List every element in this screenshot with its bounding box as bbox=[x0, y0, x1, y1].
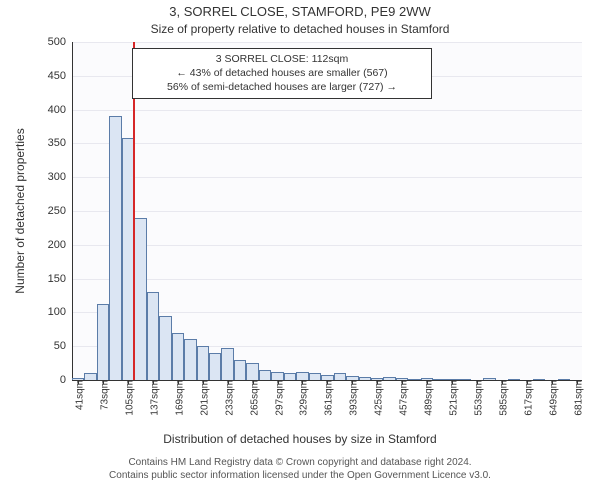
y-axis-label: Number of detached properties bbox=[13, 128, 27, 293]
histogram-bar bbox=[147, 292, 159, 380]
x-tick-label: 201sqm bbox=[195, 380, 210, 416]
license-line-1: Contains HM Land Registry data © Crown c… bbox=[0, 456, 600, 469]
histogram-bar bbox=[134, 218, 146, 380]
chart-title: 3, SORREL CLOSE, STAMFORD, PE9 2WW bbox=[0, 4, 600, 19]
histogram-bar bbox=[159, 316, 171, 380]
y-tick-label: 100 bbox=[48, 306, 72, 318]
x-tick-label: 169sqm bbox=[170, 380, 185, 416]
x-tick-label: 361sqm bbox=[320, 380, 335, 416]
histogram-bar bbox=[296, 372, 308, 380]
x-tick-mark bbox=[552, 380, 553, 384]
histogram-bar bbox=[284, 373, 296, 380]
chart-container: { "title": "3, SORREL CLOSE, STAMFORD, P… bbox=[0, 0, 600, 500]
x-tick-label: 585sqm bbox=[494, 380, 509, 416]
histogram-bar bbox=[172, 333, 184, 380]
x-tick-label: 137sqm bbox=[145, 380, 160, 416]
license-text: Contains HM Land Registry data © Crown c… bbox=[0, 456, 600, 482]
info-box: 3 SORREL CLOSE: 112sqm ← 43% of detached… bbox=[132, 48, 432, 99]
x-tick-mark bbox=[128, 380, 129, 384]
y-gridline bbox=[72, 279, 582, 280]
histogram-bar bbox=[259, 370, 271, 380]
histogram-bar bbox=[246, 363, 258, 380]
info-line-1: 3 SORREL CLOSE: 112sqm bbox=[139, 52, 425, 66]
x-tick-mark bbox=[228, 380, 229, 384]
license-line-2: Contains public sector information licen… bbox=[0, 469, 600, 482]
x-tick-label: 425sqm bbox=[370, 380, 385, 416]
x-tick-mark bbox=[452, 380, 453, 384]
y-tick-label: 300 bbox=[48, 171, 72, 183]
y-tick-label: 50 bbox=[54, 340, 72, 352]
x-tick-mark bbox=[327, 380, 328, 384]
histogram-bar bbox=[97, 304, 109, 380]
x-tick-mark bbox=[502, 380, 503, 384]
x-tick-mark bbox=[577, 380, 578, 384]
histogram-bar bbox=[271, 372, 283, 380]
x-tick-mark bbox=[352, 380, 353, 384]
x-tick-mark bbox=[78, 380, 79, 384]
x-tick-mark bbox=[427, 380, 428, 384]
y-gridline bbox=[72, 42, 582, 43]
y-tick-label: 500 bbox=[48, 36, 72, 48]
y-gridline bbox=[72, 143, 582, 144]
histogram-bar bbox=[209, 353, 221, 380]
y-tick-label: 150 bbox=[48, 273, 72, 285]
x-tick-mark bbox=[402, 380, 403, 384]
x-axis-label: Distribution of detached houses by size … bbox=[0, 432, 600, 446]
histogram-bar bbox=[558, 379, 570, 380]
x-tick-mark bbox=[477, 380, 478, 384]
y-axis-line bbox=[72, 42, 73, 380]
histogram-bar bbox=[184, 339, 196, 380]
info-line-2: ← 43% of detached houses are smaller (56… bbox=[139, 66, 425, 80]
y-gridline bbox=[72, 177, 582, 178]
x-tick-mark bbox=[527, 380, 528, 384]
info-line-3: 56% of semi-detached houses are larger (… bbox=[139, 80, 425, 94]
x-tick-mark bbox=[302, 380, 303, 384]
x-tick-label: 617sqm bbox=[519, 380, 534, 416]
histogram-bar bbox=[84, 373, 96, 380]
x-tick-mark bbox=[203, 380, 204, 384]
x-tick-mark bbox=[153, 380, 154, 384]
x-tick-mark bbox=[253, 380, 254, 384]
histogram-bar bbox=[197, 346, 209, 380]
y-tick-label: 250 bbox=[48, 205, 72, 217]
x-tick-label: 233sqm bbox=[220, 380, 235, 416]
x-tick-mark bbox=[178, 380, 179, 384]
x-tick-label: 393sqm bbox=[345, 380, 360, 416]
y-tick-label: 350 bbox=[48, 137, 72, 149]
y-tick-label: 200 bbox=[48, 239, 72, 251]
chart-subtitle: Size of property relative to detached ho… bbox=[0, 22, 600, 36]
x-tick-mark bbox=[278, 380, 279, 384]
y-gridline bbox=[72, 245, 582, 246]
x-tick-label: 73sqm bbox=[96, 380, 111, 410]
x-tick-label: 329sqm bbox=[295, 380, 310, 416]
x-tick-label: 649sqm bbox=[544, 380, 559, 416]
x-tick-label: 681sqm bbox=[569, 380, 584, 416]
x-tick-mark bbox=[103, 380, 104, 384]
x-tick-label: 265sqm bbox=[245, 380, 260, 416]
x-tick-label: 457sqm bbox=[395, 380, 410, 416]
y-gridline bbox=[72, 110, 582, 111]
histogram-bar bbox=[234, 360, 246, 380]
histogram-bar bbox=[309, 373, 321, 380]
x-tick-label: 297sqm bbox=[270, 380, 285, 416]
x-tick-mark bbox=[377, 380, 378, 384]
histogram-bar bbox=[334, 373, 346, 380]
x-tick-label: 521sqm bbox=[444, 380, 459, 416]
x-tick-label: 553sqm bbox=[469, 380, 484, 416]
histogram-bar bbox=[221, 348, 233, 380]
histogram-bar bbox=[109, 116, 121, 380]
y-tick-label: 450 bbox=[48, 70, 72, 82]
x-tick-label: 489sqm bbox=[420, 380, 435, 416]
x-tick-label: 105sqm bbox=[121, 380, 136, 416]
y-tick-label: 400 bbox=[48, 104, 72, 116]
x-tick-label: 41sqm bbox=[71, 380, 86, 410]
y-gridline bbox=[72, 211, 582, 212]
